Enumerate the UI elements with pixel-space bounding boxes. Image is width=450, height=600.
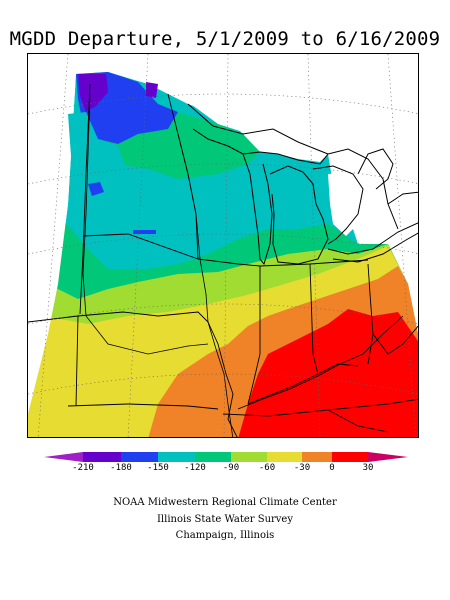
no-data-lake-superior	[243, 129, 328, 162]
state-boundaries	[28, 83, 418, 437]
legend-arrow-low	[44, 452, 83, 462]
legend-swatch	[302, 452, 332, 462]
legend-swatch	[121, 452, 158, 462]
border-dakotas-mn	[79, 83, 91, 315]
border-in-oh	[309, 263, 319, 375]
zone-purple	[78, 74, 108, 112]
lake-ontario-shore	[387, 191, 418, 205]
no-data-lake-michigan-huron	[328, 172, 368, 236]
legend-tick-label: -210	[72, 463, 94, 473]
michigan-lower-peninsula	[269, 165, 329, 265]
legend-tick-label: -150	[147, 463, 169, 473]
mississippi-river	[177, 133, 234, 437]
border-wv	[372, 325, 418, 355]
lake-erie-shore	[327, 222, 418, 255]
lake-michigan-shore	[242, 153, 273, 266]
legend-tick-label: -90	[222, 463, 240, 473]
legend-swatch	[332, 452, 368, 462]
border-mo-ar	[67, 403, 219, 410]
border-ia-mo	[77, 311, 209, 323]
lake-huron-shore	[312, 165, 364, 245]
legend-tick-labels: -210 -180 -150 -120 -90 -60 -30 0 30	[0, 463, 450, 477]
credit-line-organization: NOAA Midwestern Regional Climate Center	[113, 497, 337, 508]
legend-bar	[44, 452, 408, 462]
border-mn-ia	[82, 233, 199, 260]
border-oh-pa	[367, 263, 374, 365]
missouri-river	[82, 93, 209, 355]
no-data-canada	[28, 54, 418, 414]
credit-line-location: Champaign, Illinois	[175, 530, 275, 541]
zone-purple-small	[146, 82, 158, 98]
legend-tick-label: 0	[329, 463, 335, 473]
legend-swatch	[231, 452, 267, 462]
lake-shorelines	[187, 103, 418, 266]
border-ks-mo	[75, 315, 79, 407]
border-tn-nc	[327, 409, 389, 433]
legend-swatch	[83, 452, 121, 462]
legend-tick-label: -60	[258, 463, 276, 473]
legend-tick-label: -30	[293, 463, 311, 473]
border-wi-il	[197, 258, 261, 267]
border-il-mo	[207, 321, 238, 437]
zone-red	[238, 309, 418, 437]
grid-lon-3	[223, 54, 229, 437]
legend-tick-label: -180	[110, 463, 132, 473]
zone-blue-spot	[88, 182, 104, 196]
legend-swatch	[195, 452, 231, 462]
legend-swatch	[158, 452, 195, 462]
color-legend	[44, 452, 408, 462]
map-title: MGDD Departure, 5/1/2009 to 6/16/2009	[9, 28, 441, 50]
lake-erie-south	[332, 232, 418, 263]
zone-blue-line	[133, 230, 156, 234]
canada-shore	[327, 148, 399, 230]
border-in-ky	[247, 363, 359, 405]
border-il-in	[247, 266, 261, 405]
lake-superior-shore	[187, 103, 329, 165]
rivers	[82, 93, 404, 437]
credit-line-survey: Illinois State Water Survey	[156, 513, 293, 525]
grid-lon-4	[307, 54, 321, 437]
zone-teal-nw-fill	[68, 112, 128, 184]
credits-block: NOAA Midwestern Regional Climate Center …	[0, 495, 450, 545]
legend-arrow-high	[368, 452, 408, 462]
legend-tick-label: -120	[184, 463, 206, 473]
data-region	[28, 54, 418, 437]
departure-map	[28, 54, 418, 437]
map-panel	[27, 53, 419, 438]
legend-tick-label: 30	[362, 463, 374, 473]
legend-swatch	[267, 452, 302, 462]
graticule	[28, 54, 418, 437]
georgian-bay	[357, 148, 394, 190]
ohio-river	[237, 315, 404, 410]
